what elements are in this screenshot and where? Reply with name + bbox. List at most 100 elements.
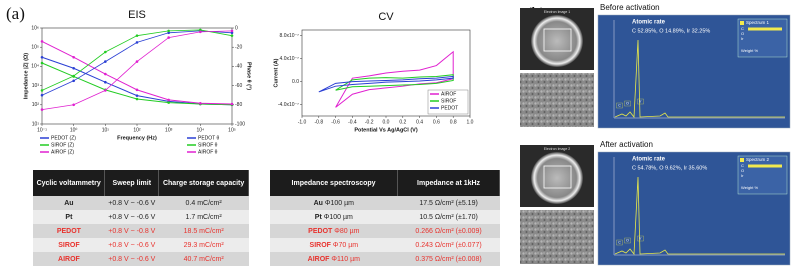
table-cell: +0.8 V ~ -0.8 V xyxy=(104,224,159,238)
state-title: Before activation xyxy=(600,3,660,12)
legend-label: SIROF (Z) xyxy=(51,142,74,148)
peak-tag xyxy=(624,100,631,107)
series-marker xyxy=(230,29,234,33)
scan-area xyxy=(543,28,572,52)
rate-title: Atomic rate xyxy=(632,20,666,26)
header-cell: Sweep limit xyxy=(104,170,160,196)
legend-item: O xyxy=(741,31,744,36)
chart-title: EIS xyxy=(128,9,146,21)
legend-label: SIROF xyxy=(441,98,456,104)
electrode-size: Φ100 µm xyxy=(324,199,354,207)
series-marker xyxy=(40,55,44,59)
x-tick-label: 0.0 xyxy=(383,119,390,125)
legend-label: AIROF xyxy=(441,91,456,97)
peak-label: O xyxy=(626,238,629,242)
table-cell: AIROF xyxy=(33,252,105,266)
material-name: Au xyxy=(313,199,323,207)
series-marker xyxy=(167,101,170,104)
table-cell: 0.266 Ω/cm² (±0.009) xyxy=(397,224,500,238)
series-marker xyxy=(199,30,202,34)
y-tick-label: 10⁵ xyxy=(31,45,39,51)
header-cell: Cyclic voltammetry xyxy=(33,170,106,196)
rate-text: C 54.78%, O 9.62%, Ir 35.60% xyxy=(632,165,707,171)
legend-bar xyxy=(748,27,782,31)
table-cell: AIROF Φ110 µm xyxy=(270,252,398,266)
table-row: PEDOT +0.8 V ~ -0.8 V 18.5 mC/cm² xyxy=(33,224,249,238)
header-cell: Impedance at 1kHz xyxy=(397,170,500,196)
x-tick-label: -1.0 xyxy=(298,119,307,125)
table-cell: +0.8 V ~ -0.6 V xyxy=(104,238,159,252)
series-marker xyxy=(104,80,107,84)
legend-bar xyxy=(748,164,782,168)
series-marker xyxy=(135,60,139,63)
peak-label: C xyxy=(618,103,621,107)
legend-footer: Weight % xyxy=(741,185,758,190)
table-cell: 40.7 mC/cm² xyxy=(158,252,249,266)
legend-item: C xyxy=(741,163,744,168)
legend-label: PEDOT θ xyxy=(198,135,220,141)
table-cell: SIROF xyxy=(33,238,105,252)
series-marker xyxy=(135,97,139,101)
series-marker xyxy=(72,79,75,83)
y-tick-label: -4.0x10⁻⁷ xyxy=(278,102,299,108)
y2-tick-label: 0 xyxy=(235,25,238,31)
table-row: Pt Φ100 µm 10.5 Ω/cm² (±1.70) xyxy=(270,210,500,224)
y2-tick-label: -60 xyxy=(235,83,242,89)
x-axis-label: Frequency (Hz) xyxy=(117,135,157,141)
series-marker xyxy=(167,36,170,39)
legend-footer: Weight % xyxy=(741,48,758,53)
x-tick-label: 10¹ xyxy=(102,127,110,133)
x-tick-label: -0.6 xyxy=(331,119,340,125)
legend-item: O xyxy=(741,168,744,173)
table-cell: Au Φ100 µm xyxy=(270,196,398,210)
table-row: AIROF Φ110 µm 0.375 Ω/cm² (±0.008) xyxy=(270,252,500,266)
peak-tag xyxy=(637,235,644,242)
legend-head xyxy=(740,21,744,25)
y-tick-label: 10⁶ xyxy=(31,25,39,31)
table-row: Au Φ100 µm 17.5 Ω/cm² (±5.19) xyxy=(270,196,500,210)
table-row: Pt +0.8 V ~ -0.6 V 1.7 mC/cm² xyxy=(33,210,249,224)
peak-label: O xyxy=(626,101,629,105)
table-cell: 18.5 mC/cm² xyxy=(158,224,249,238)
y-axis-label: Impedance |Z| (Ω) xyxy=(23,53,29,99)
peak-tag xyxy=(616,239,623,246)
table-cell: PEDOT Φ80 µm xyxy=(270,224,398,238)
electrode-size: Φ70 µm xyxy=(332,241,359,249)
table-cell: 29.3 mC/cm² xyxy=(158,238,249,252)
table-row: Au +0.8 V ~ -0.6 V 0.4 mC/cm² xyxy=(33,196,249,210)
series-line xyxy=(318,75,454,93)
legend-label: AIROF (Z) xyxy=(51,149,74,155)
series-marker xyxy=(40,89,44,92)
image-caption: Electron Image 1 xyxy=(544,10,571,14)
image-caption: Electron Image 2 xyxy=(544,147,571,151)
table-row: SIROF +0.8 V ~ -0.6 V 29.3 mC/cm² xyxy=(33,238,249,252)
legend-title: Spectrum 2 xyxy=(746,157,770,162)
peak-label: C xyxy=(618,240,621,244)
legend-label: AIROF θ xyxy=(198,149,218,155)
series-marker xyxy=(230,102,234,106)
x-tick-label: 10⁰ xyxy=(70,127,78,133)
header-row: Cyclic voltammetry Sweep limit Charge stor… xyxy=(33,170,249,196)
rate-title: Atomic rate xyxy=(632,157,666,163)
series-marker xyxy=(104,60,107,63)
series-marker xyxy=(199,28,202,32)
material-name: Pt xyxy=(314,213,322,221)
table-cell: +0.8 V ~ -0.6 V xyxy=(104,210,159,224)
table-cell: Pt Φ100 µm xyxy=(270,210,398,224)
peak-tag xyxy=(637,98,644,105)
peak-label: Ir xyxy=(639,99,642,103)
legend-panel xyxy=(737,18,788,58)
x-tick-label: 10² xyxy=(133,127,141,133)
series-marker xyxy=(167,98,170,102)
series-marker xyxy=(40,108,44,111)
legend-item: Ir xyxy=(741,173,744,178)
spectrum-trace xyxy=(614,176,785,256)
series-marker xyxy=(230,31,234,35)
table-cell: +0.8 V ~ -0.6 V xyxy=(104,196,159,210)
y-tick-label: 10⁴ xyxy=(31,64,39,70)
table: Cyclic voltammetry Sweep limit Charge stor… xyxy=(33,170,249,266)
x-tick-label: -0.8 xyxy=(314,119,323,125)
electrode-size: Φ80 µm xyxy=(334,227,360,235)
series-marker xyxy=(199,101,202,105)
y-tick-label: 4.0x10⁻⁷ xyxy=(280,56,300,62)
